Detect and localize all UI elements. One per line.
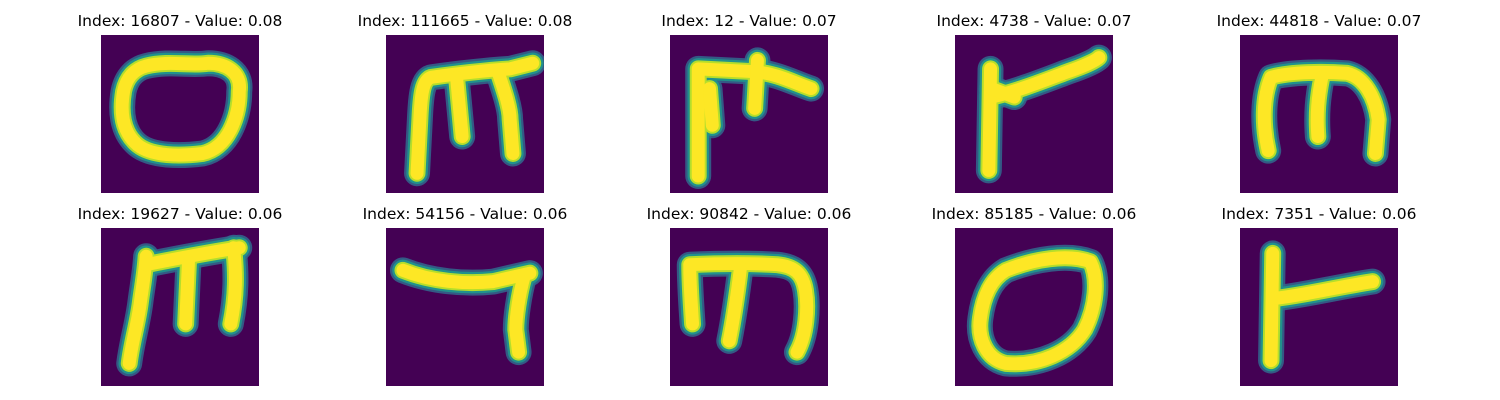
glyph-image: [386, 228, 544, 386]
panel-8: Index: 90842 - Value: 0.06: [589, 205, 909, 395]
glyph-image: [1240, 228, 1398, 386]
glyph-image: [1240, 35, 1398, 193]
glyph-image: [101, 35, 259, 193]
panel-4: Index: 4738 - Value: 0.07: [874, 12, 1194, 202]
glyph-image: [670, 35, 828, 193]
panel-title: Index: 4738 - Value: 0.07: [936, 12, 1132, 30]
panel-5: Index: 44818 - Value: 0.07: [1159, 12, 1479, 202]
panel-title: Index: 7351 - Value: 0.06: [1221, 205, 1417, 223]
panel-6: Index: 19627 - Value: 0.06: [20, 205, 340, 395]
glyph-image: [670, 228, 828, 386]
panel-title: Index: 85185 - Value: 0.06: [931, 205, 1137, 223]
panel-title: Index: 90842 - Value: 0.06: [646, 205, 852, 223]
panel-2: Index: 111665 - Value: 0.08: [305, 12, 625, 202]
panel-7: Index: 54156 - Value: 0.06: [305, 205, 625, 395]
panel-9: Index: 85185 - Value: 0.06: [874, 205, 1194, 395]
panel-1: Index: 16807 - Value: 0.08: [20, 12, 340, 202]
glyph-image: [955, 35, 1113, 193]
glyph-image: [386, 35, 544, 193]
panel-3: Index: 12 - Value: 0.07: [589, 12, 909, 202]
panel-title: Index: 54156 - Value: 0.06: [362, 205, 568, 223]
glyph-image: [955, 228, 1113, 386]
panel-10: Index: 7351 - Value: 0.06: [1159, 205, 1479, 395]
panel-title: Index: 44818 - Value: 0.07: [1216, 12, 1422, 30]
panel-title: Index: 19627 - Value: 0.06: [77, 205, 283, 223]
glyph-image: [101, 228, 259, 386]
panel-title: Index: 12 - Value: 0.07: [661, 12, 837, 30]
panel-title: Index: 111665 - Value: 0.08: [357, 12, 573, 30]
panel-title: Index: 16807 - Value: 0.08: [77, 12, 283, 30]
